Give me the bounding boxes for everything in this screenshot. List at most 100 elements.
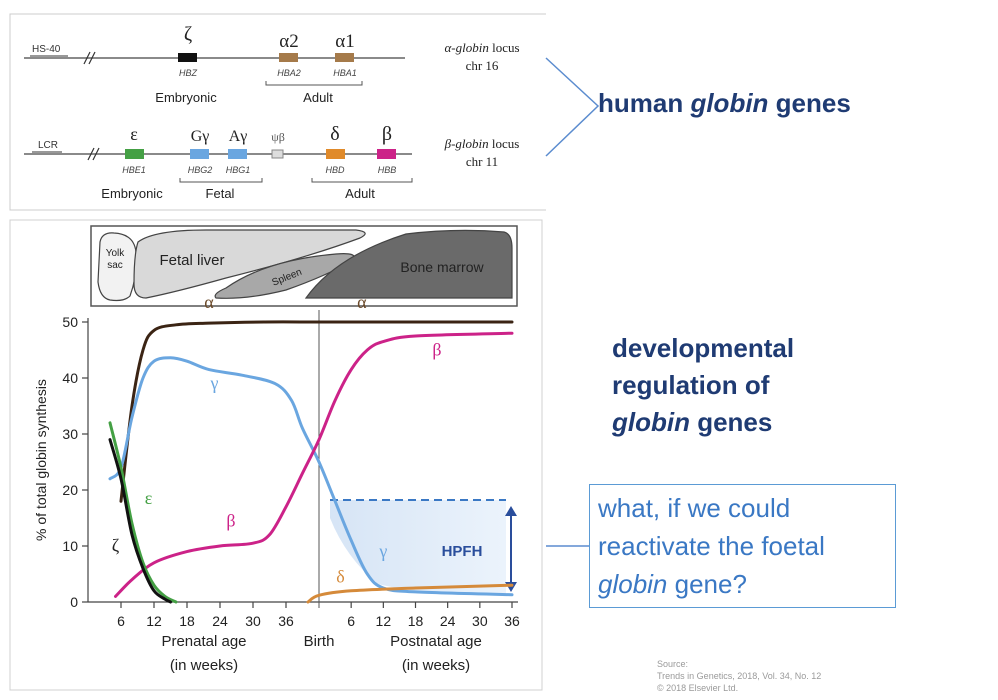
series-label: γ — [210, 373, 219, 393]
x-tick-label-prenatal: 12 — [146, 613, 162, 629]
dev-line-3: globin genes — [612, 407, 773, 437]
gene-box-hba1 — [335, 53, 354, 62]
globin-switching-chart: Yolk sac Fetal liver Spleen Bone marrow … — [9, 219, 543, 691]
beta-break-icon — [87, 147, 100, 161]
gene-name-hba1: HBA1 — [333, 68, 357, 78]
x-tick-label-prenatal: 18 — [179, 613, 195, 629]
beta-fetal-bracket — [179, 178, 263, 183]
series-group: α α γ γ β β ε ζ δ — [108, 292, 514, 604]
series-label: δ — [336, 566, 344, 586]
series-line — [108, 356, 514, 597]
x-label-postnatal-1: Postnatal age — [390, 633, 482, 650]
alpha-break-icon — [83, 51, 96, 65]
hs40-label: HS-40 — [32, 44, 61, 55]
developmental-regulation-text: developmental regulation of globin genes — [612, 330, 794, 441]
bone-marrow-shape — [304, 229, 513, 299]
gene-greek-psibeta: ψβ — [271, 130, 285, 144]
series-line — [306, 583, 514, 604]
x-tick-label-prenatal: 36 — [278, 613, 294, 629]
source-line-2: Trends in Genetics, 2018, Vol. 34, No. 1… — [657, 671, 822, 681]
question-box: what, if we could reactivate the foetal … — [589, 484, 896, 608]
gene-box-psibeta — [271, 149, 284, 159]
x-ticks-group: 6 12 18 24 30 36 6 12 18 24 30 36 — [117, 602, 520, 629]
source-citation: Source: Trends in Genetics, 2018, Vol. 3… — [657, 658, 821, 694]
y-axis-title: % of total globin synthesis — [33, 379, 49, 541]
y-tick-label: 0 — [70, 594, 78, 610]
x-tick-label-postnatal: 30 — [472, 613, 488, 629]
gene-greek-delta: δ — [330, 123, 339, 145]
gene-greek-agamma: Aγ — [229, 128, 248, 145]
gene-greek-epsilon: ε — [130, 124, 138, 144]
x-tick-label-postnatal: 18 — [408, 613, 424, 629]
dev-line-2: regulation of — [612, 370, 770, 400]
series-label: ε — [145, 488, 153, 508]
y-tick-label: 50 — [62, 314, 78, 330]
gene-box-hbd — [326, 149, 345, 159]
x-tick-label-postnatal: 36 — [504, 613, 520, 629]
beta-chr-label: chr 11 — [466, 154, 498, 169]
x-tick-label-prenatal: 6 — [117, 613, 125, 629]
series-line — [108, 438, 172, 604]
gene-name-hbb: HBB — [378, 165, 397, 175]
beta-fetal-label: Fetal — [206, 186, 235, 201]
gene-greek-ggamma: Gγ — [191, 128, 210, 145]
y-tick-label: 40 — [62, 370, 78, 386]
x-label-birth: Birth — [304, 633, 335, 650]
x-tick-label-postnatal: 6 — [347, 613, 355, 629]
question-line-3: globin gene? — [598, 569, 747, 599]
beta-adult-label: Adult — [345, 186, 375, 201]
series-label: α — [357, 292, 367, 312]
gene-box-hbe1 — [125, 149, 144, 159]
dev-line-1: developmental — [612, 333, 795, 363]
question-line-2: reactivate the foetal — [598, 531, 825, 561]
series-label: γ — [378, 541, 387, 561]
gene-name-hbd: HBD — [325, 165, 345, 175]
series-label: ζ — [112, 536, 120, 556]
beta-embryonic-label: Embryonic — [101, 186, 163, 201]
hpfh-shaded-region — [330, 500, 506, 595]
top-panel-frame — [9, 13, 546, 211]
bone-marrow-label: Bone marrow — [400, 259, 484, 275]
lcr-label: LCR — [38, 140, 58, 151]
gene-box-hbb — [377, 149, 396, 159]
alpha-locus-label: α-globin locus — [444, 40, 519, 55]
gene-box-hba2 — [279, 53, 298, 62]
y-tick-label: 10 — [62, 538, 78, 554]
x-label-prenatal-1: Prenatal age — [161, 633, 246, 650]
x-tick-label-postnatal: 12 — [376, 613, 392, 629]
gene-name-hbg2: HBG2 — [188, 165, 213, 175]
series-line — [119, 320, 514, 503]
source-line-1: Source: — [657, 659, 689, 669]
series-label: β — [226, 510, 235, 530]
gene-box-hbg1 — [228, 149, 247, 159]
alpha-chr-label: chr 16 — [466, 58, 499, 73]
question-line-1: what, if we could — [598, 493, 791, 523]
alpha-adult-bracket — [265, 81, 363, 86]
gene-box-hbg2 — [190, 149, 209, 159]
hpfh-label: HPFH — [442, 543, 483, 560]
x-tick-label-prenatal: 24 — [212, 613, 228, 629]
callout-chevron — [545, 57, 600, 157]
gene-box-hbz — [178, 53, 197, 62]
top-locus-figure: HS-40 ζ HBZ α2 HBA2 α1 HBA1 Embryonic Ad… — [9, 13, 546, 211]
x-tick-label-postnatal: 24 — [440, 613, 456, 629]
series-line — [114, 331, 514, 598]
gene-name-hbg1: HBG1 — [226, 165, 251, 175]
gene-name-hba2: HBA2 — [277, 68, 301, 78]
hpfh-arrow-up-icon — [505, 506, 517, 516]
y-ticks-group: 0 10 20 30 40 50 — [62, 314, 88, 610]
gene-name-hbe1: HBE1 — [122, 165, 146, 175]
yolk-sac-label-1: Yolk — [106, 248, 126, 259]
series-line — [108, 421, 178, 604]
series-label: α — [204, 292, 214, 312]
y-tick-label: 30 — [62, 426, 78, 442]
series-label: β — [432, 340, 441, 360]
x-label-postnatal-2: (in weeks) — [402, 657, 470, 674]
yolk-sac-label-2: sac — [107, 260, 123, 271]
x-label-prenatal-2: (in weeks) — [170, 657, 238, 674]
y-tick-label: 20 — [62, 482, 78, 498]
x-tick-label-prenatal: 30 — [245, 613, 261, 629]
gene-greek-alpha2: α2 — [279, 31, 298, 52]
beta-adult-bracket — [311, 178, 413, 183]
fetal-liver-label: Fetal liver — [159, 252, 224, 269]
